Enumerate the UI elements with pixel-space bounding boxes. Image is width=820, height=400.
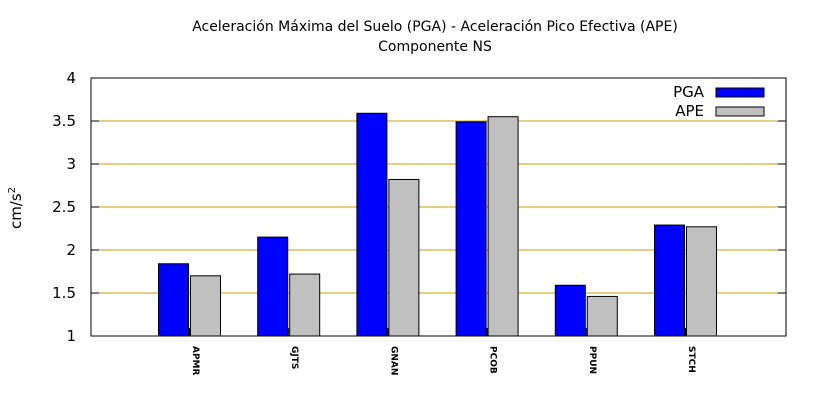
- legend-label-pga: PGA: [673, 83, 705, 101]
- bar-ape-gnan: [388, 178, 420, 337]
- plot-border: [90, 77, 787, 337]
- x-tick-label: STCH: [686, 346, 696, 373]
- chart-title: Aceleración Máxima del Suelo (PGA) - Ace…: [192, 19, 678, 35]
- y-tick-label: 4: [66, 69, 76, 87]
- bar-pga-stch: [654, 224, 685, 337]
- bar-ape-stch: [686, 226, 717, 337]
- y-tick-labels: 1 1.5 2 2.5 3 3.5 4: [52, 69, 76, 345]
- bar-pga-apmr: [158, 263, 189, 337]
- x-tick-label: PCOB: [488, 346, 498, 374]
- x-category-labels: APMR GJTS GNAN PCOB PPUN STCH: [190, 346, 696, 376]
- legend-swatch-pga: [715, 87, 765, 98]
- y-tick-label: 3.5: [52, 112, 76, 130]
- y-tick-label: 3: [66, 155, 76, 173]
- bar-ape-pcob: [487, 116, 519, 337]
- axes: [90, 77, 787, 337]
- x-tick-label: APMR: [190, 346, 200, 376]
- chart-subtitle: Componente NS: [378, 39, 492, 55]
- y-axis-label: cm/s2: [7, 187, 25, 229]
- y-tick-label: 2: [66, 241, 76, 259]
- legend-label-ape: APE: [675, 102, 704, 120]
- y-tick-label: 1: [66, 327, 76, 345]
- x-tick-label: PPUN: [587, 346, 597, 374]
- legend-swatch-ape: [715, 106, 765, 117]
- y-axis-label-base: cm/s: [7, 193, 25, 229]
- bar-pga-gjts: [257, 236, 289, 337]
- x-tick-label: GJTS: [289, 346, 299, 369]
- bar-pga-gnan: [356, 112, 388, 337]
- y-tick-label: 2.5: [52, 198, 76, 216]
- x-tick-label: GNAN: [388, 346, 398, 375]
- bar-pga-pcob: [455, 121, 487, 337]
- bar-ape-ppun: [586, 295, 618, 337]
- y-tick-label: 1.5: [52, 284, 76, 302]
- bar-ape-apmr: [190, 275, 221, 337]
- bar-ape-gjts: [289, 273, 321, 337]
- y-axis-label-exponent: 2: [7, 187, 18, 193]
- bars: [158, 112, 717, 337]
- bar-pga-ppun: [554, 284, 586, 337]
